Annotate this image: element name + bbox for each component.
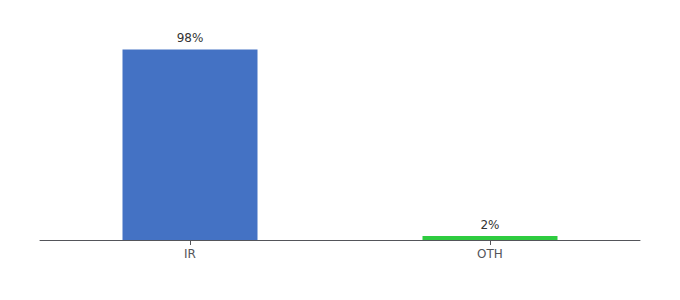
svg-text:IR: IR [184,247,196,261]
svg-text:98%: 98% [177,31,204,45]
svg-text:OTH: OTH [477,247,503,261]
svg-text:2%: 2% [480,218,499,232]
